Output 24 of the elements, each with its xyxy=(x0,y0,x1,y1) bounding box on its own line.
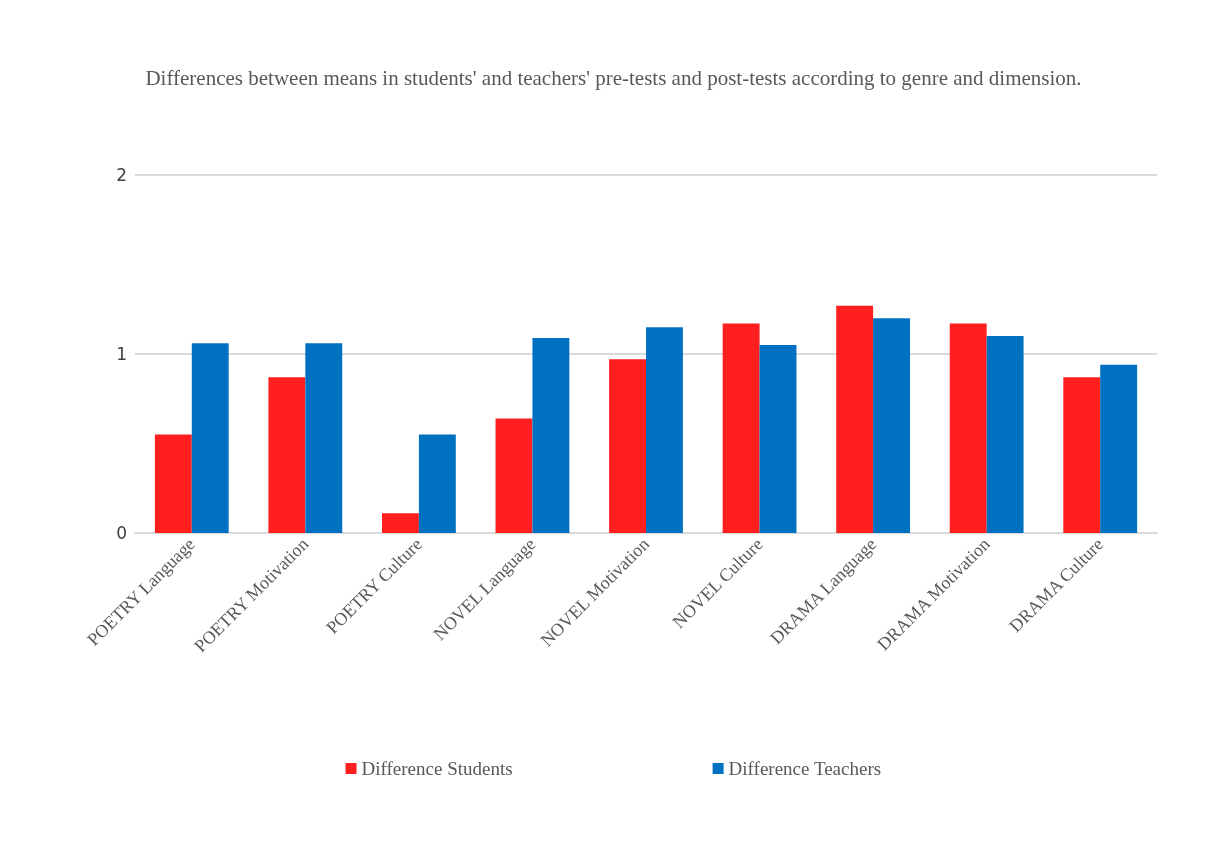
bar xyxy=(268,377,306,533)
y-tick-label: 0 xyxy=(116,523,127,543)
bar xyxy=(646,327,683,533)
bar xyxy=(609,359,646,533)
bar xyxy=(873,318,911,533)
chart-title: Differences between means in students' and teachers' pre-tests and post-tests according to genre and dimension. xyxy=(145,66,1082,90)
legend-label: Difference Students xyxy=(361,758,513,779)
bar xyxy=(1063,377,1101,533)
bar xyxy=(305,343,343,533)
bar xyxy=(154,434,192,533)
bar xyxy=(532,337,570,533)
bar xyxy=(949,323,987,533)
bar xyxy=(495,418,533,533)
bar xyxy=(986,336,1024,533)
bar xyxy=(1100,364,1138,533)
bar xyxy=(191,343,229,533)
legend-label: Difference Teachers xyxy=(728,758,882,779)
bar xyxy=(381,513,419,533)
bar xyxy=(759,345,797,533)
bar xyxy=(836,305,874,533)
y-tick-label: 1 xyxy=(116,344,127,364)
bar xyxy=(722,323,760,533)
bar xyxy=(418,434,456,533)
y-tick-label: 2 xyxy=(116,165,127,185)
